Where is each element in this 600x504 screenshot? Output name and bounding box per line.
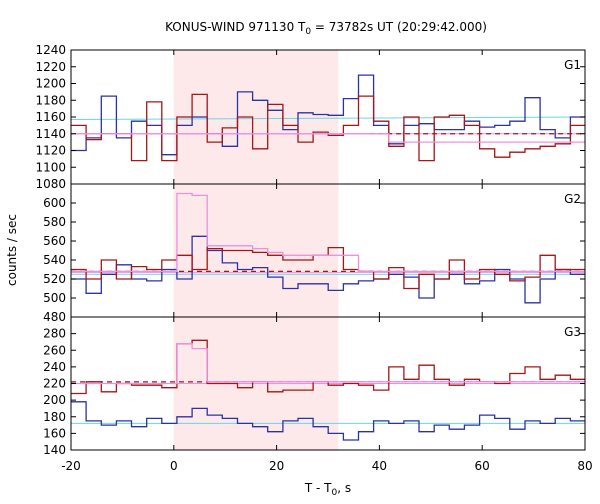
y-tick-label-G2: 540: [43, 253, 66, 267]
y-tick-label-G1: 1220: [35, 60, 66, 74]
chart-title-sub: 0: [305, 27, 311, 37]
text-layer: 1080 1100 1120 1140 1160 1180 1200 1220 1240 G1 48…: [5, 20, 593, 498]
y-tick-label-G1: 1240: [35, 43, 66, 57]
x-axis-label-main: T - T: [304, 481, 332, 495]
chart-title: KONUS-WIND 971130 T0 = 73782s UT (20:29:…: [165, 20, 487, 37]
y-tick-label-G2: 480: [43, 310, 66, 324]
y-tick-label-G3: 280: [43, 327, 66, 341]
y-axis-label: counts / sec: [5, 214, 19, 286]
y-tick-label-G1: 1140: [35, 127, 66, 141]
y-tick-label-G1: 1120: [35, 144, 66, 158]
y-tick-label-G2: 520: [43, 272, 66, 286]
panel-label-G2: G2: [564, 192, 581, 206]
series-pink-G1: [71, 133, 585, 143]
series-pink-G3: [71, 342, 585, 385]
x-tick-label: 20: [269, 459, 284, 473]
x-axis-label-rest: , s: [337, 481, 351, 495]
y-tick-label-G1: 1100: [35, 160, 66, 174]
x-tick-label: 80: [577, 459, 592, 473]
x-axis-label: T - T0, s: [304, 481, 351, 498]
y-tick-label-G2: 500: [43, 291, 66, 305]
y-tick-label-G3: 240: [43, 360, 66, 374]
y-tick-label-G1: 1080: [35, 177, 66, 191]
y-tick-label-G1: 1180: [35, 93, 66, 107]
panel-label-G3: G3: [564, 325, 581, 339]
y-tick-label-G2: 580: [43, 215, 66, 229]
frames-layer: [70, 49, 586, 451]
series-layer: [70, 74, 586, 441]
y-tick-label-G3: 140: [43, 443, 66, 457]
chart-title-rest: = 73782s UT (20:29:42.000): [311, 20, 487, 34]
fit-line-cyan-G1: [70, 116, 586, 121]
y-tick-label-G2: 560: [43, 234, 66, 248]
panel-label-G1: G1: [564, 58, 581, 72]
series-dark_red-G3: [71, 339, 585, 395]
x-tick-label: -20: [61, 459, 81, 473]
y-tick-label-G1: 1200: [35, 77, 66, 91]
x-tick-label: 60: [475, 459, 490, 473]
y-tick-label-G3: 200: [43, 393, 66, 407]
highlight-interval-G2: [173, 184, 339, 317]
chart-title-main: KONUS-WIND 971130 T: [165, 20, 306, 34]
series-dark_red-G1: [71, 93, 585, 162]
y-tick-label-G3: 260: [43, 343, 66, 357]
x-tick-label: 40: [372, 459, 387, 473]
series-pink-G2: [71, 192, 585, 273]
x-axis-label-sub: 0: [332, 488, 338, 498]
y-tick-label-G3: 180: [43, 410, 66, 424]
x-tick-label: 0: [170, 459, 178, 473]
y-tick-label-G1: 1160: [35, 110, 66, 124]
y-tick-label-G2: 600: [43, 196, 66, 210]
series-blue-G3: [71, 401, 585, 441]
y-tick-label-G3: 160: [43, 426, 66, 440]
y-tick-label-G3: 220: [43, 377, 66, 391]
